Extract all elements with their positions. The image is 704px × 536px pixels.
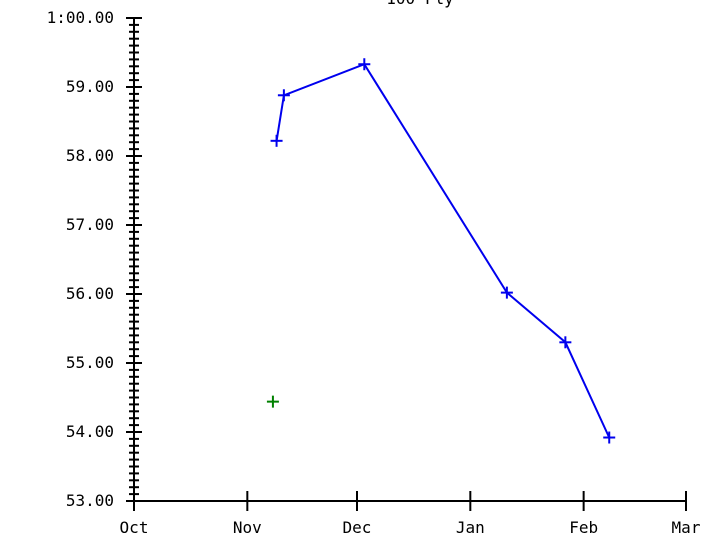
series-line: [275, 62, 611, 438]
series-1: [266, 395, 279, 408]
axes: 53.00 54.00 55.00 56.00 57.00 58.00 59.00 1:00.…: [47, 8, 701, 536]
y-tick-label: 59.00: [66, 77, 114, 96]
y-tick-label: 54.00: [66, 422, 114, 441]
series-0: [270, 58, 616, 444]
y-tick-label: 55.00: [66, 353, 114, 372]
data-point: [500, 286, 513, 299]
y-tick-label: 57.00: [66, 215, 114, 234]
y-tick-label: 56.00: [66, 284, 114, 303]
x-tick-label: Dec: [343, 518, 372, 536]
data-point: [266, 395, 279, 408]
data-point: [603, 431, 616, 444]
data-point: [559, 336, 572, 349]
y-tick-label: 58.00: [66, 146, 114, 165]
x-tick-label: Mar: [672, 518, 701, 536]
y-tick-label: 53.00: [66, 491, 114, 510]
x-tick-label: Nov: [233, 518, 262, 536]
data-point: [270, 134, 283, 147]
x-tick-label: Jan: [456, 518, 485, 536]
series-layer: [266, 58, 616, 444]
x-tick-label: Feb: [569, 518, 598, 536]
y-tick-label: 1:00.00: [47, 8, 114, 27]
chart-title: 100 Fly: [386, 0, 454, 8]
data-point: [277, 89, 290, 102]
data-point: [358, 58, 371, 71]
x-tick-label: Oct: [120, 518, 149, 536]
